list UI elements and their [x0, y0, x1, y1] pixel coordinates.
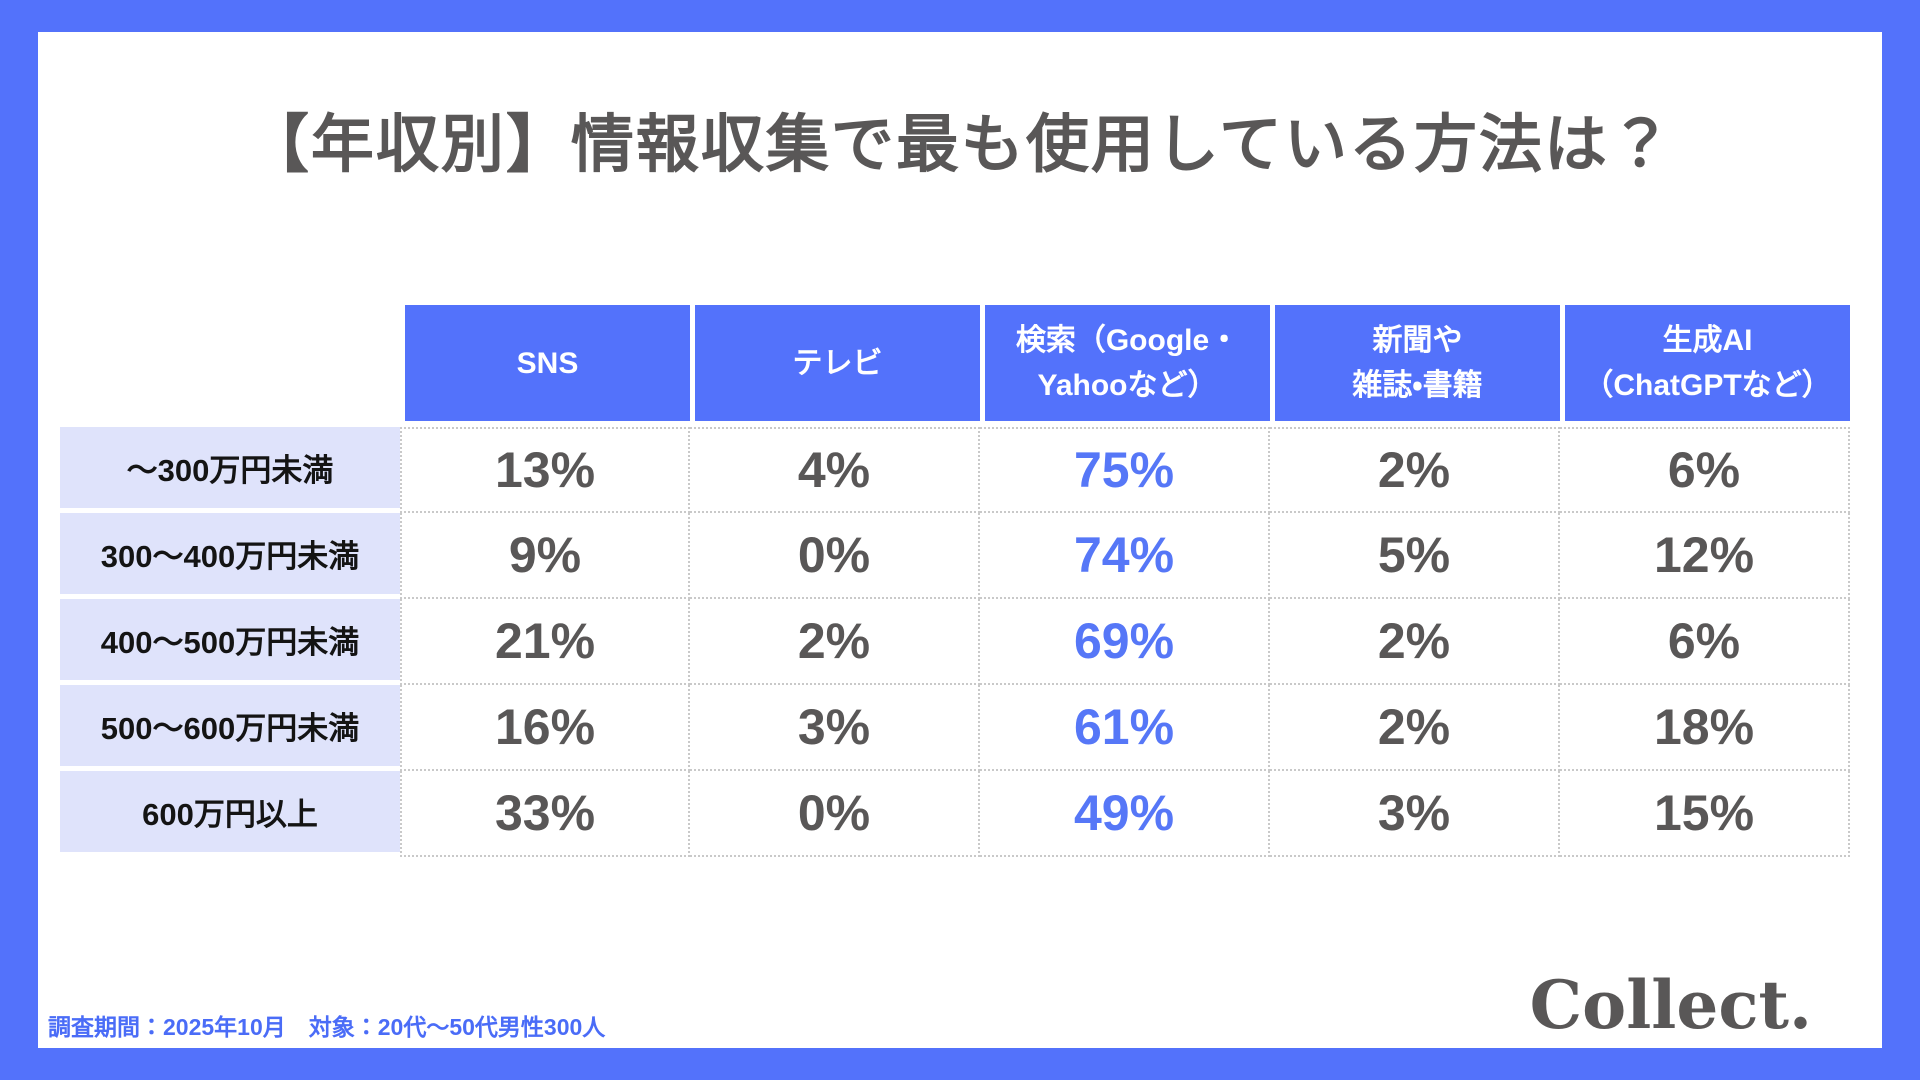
cell-r1-newspaper: 2% — [1270, 427, 1560, 513]
cell-r5-ai: 15% — [1560, 771, 1850, 857]
cell-r3-ai: 6% — [1560, 599, 1850, 685]
cell-r2-sns: 9% — [400, 513, 690, 599]
cell-r3-sns: 21% — [400, 599, 690, 685]
cell-r4-tv: 3% — [690, 685, 980, 771]
cell-r3-search: 69% — [980, 599, 1270, 685]
cell-r4-search: 61% — [980, 685, 1270, 771]
cell-r2-tv: 0% — [690, 513, 980, 599]
cell-r2-newspaper: 5% — [1270, 513, 1560, 599]
brand-logo: Collect. — [1529, 966, 1812, 1044]
row-label-over-600: 600万円以上 — [60, 771, 400, 857]
cell-r4-ai: 18% — [1560, 685, 1850, 771]
column-header-search: 検索（Google・ Yahooなど） — [980, 305, 1270, 427]
cell-r1-sns: 13% — [400, 427, 690, 513]
cell-r5-search: 49% — [980, 771, 1270, 857]
column-header-generative-ai: 生成AI （ChatGPTなど） — [1560, 305, 1850, 427]
cell-r3-newspaper: 2% — [1270, 599, 1560, 685]
column-header-newspaper-books: 新聞や 雑誌・書籍 — [1270, 305, 1560, 427]
cell-r5-tv: 0% — [690, 771, 980, 857]
table-corner-cell — [60, 305, 400, 427]
survey-note: 調査期間：2025年10月 対象：20代～50代男性300人 — [48, 1014, 606, 1040]
cell-r1-tv: 4% — [690, 427, 980, 513]
row-label-500-600: 500～600万円未満 — [60, 685, 400, 771]
row-label-300-400: 300～400万円未満 — [60, 513, 400, 599]
row-label-under-300: ～300万円未満 — [60, 427, 400, 513]
column-header-sns: SNS — [400, 305, 690, 427]
cell-r3-tv: 2% — [690, 599, 980, 685]
cell-r2-ai: 12% — [1560, 513, 1850, 599]
cell-r5-newspaper: 3% — [1270, 771, 1560, 857]
cell-r4-sns: 16% — [400, 685, 690, 771]
content-panel: 【年収別】情報収集で最も使用している方法は？ SNS テレビ 検索（Google… — [38, 32, 1882, 1048]
cell-r1-ai: 6% — [1560, 427, 1850, 513]
column-header-tv: テレビ — [690, 305, 980, 427]
income-method-table: SNS テレビ 検索（Google・ Yahooなど） 新聞や 雑誌・書籍 生成… — [60, 305, 1850, 857]
cell-r1-search: 75% — [980, 427, 1270, 513]
cell-r4-newspaper: 2% — [1270, 685, 1560, 771]
cell-r2-search: 74% — [980, 513, 1270, 599]
page-title: 【年収別】情報収集で最も使用している方法は？ — [245, 110, 1675, 180]
row-label-400-500: 400～500万円未満 — [60, 599, 400, 685]
cell-r5-sns: 33% — [400, 771, 690, 857]
